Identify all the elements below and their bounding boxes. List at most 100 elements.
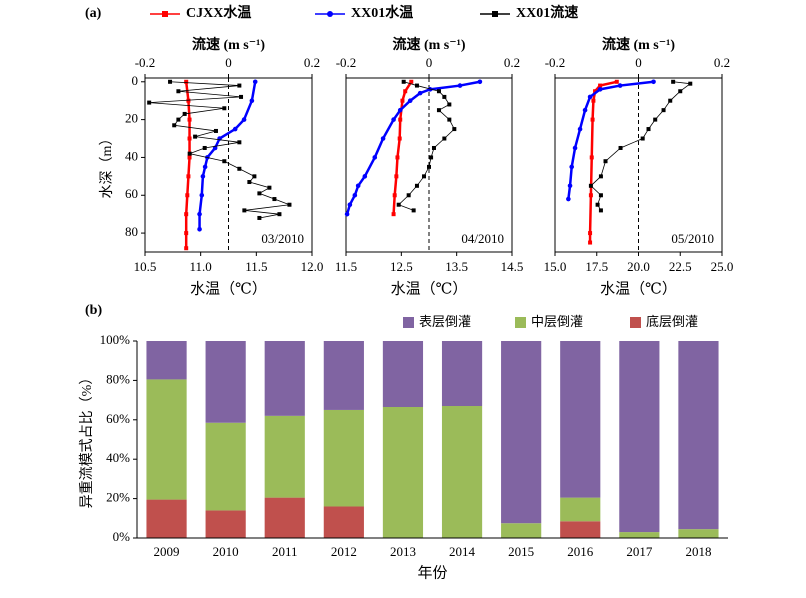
series-line [590,81,692,211]
data-point [395,155,400,160]
data-point [394,174,399,179]
data-point [252,174,257,179]
data-point [184,231,189,236]
bar-segment [146,379,187,500]
data-point [398,117,403,122]
data-point [401,79,406,84]
data-point [184,246,189,251]
data-point [186,174,191,179]
data-point [588,183,593,188]
legend-label: CJXX水温 [186,4,251,21]
x-tick-label: 11.5 [335,259,357,274]
data-point [640,136,645,141]
legend-swatch [403,317,414,328]
data-point [187,136,192,141]
data-point [257,191,262,196]
data-point [595,202,600,207]
data-point [452,127,457,132]
data-point [569,164,574,170]
panel-label: (a) [85,6,102,21]
legend-swatch [630,317,641,328]
data-point [651,79,656,85]
data-point [249,98,255,103]
x2-tick-label: 0 [426,55,433,70]
data-point [589,155,594,160]
y-tick-label: 0 [132,73,139,88]
data-point [577,126,583,132]
bar-segment [560,497,601,522]
data-point [267,185,272,190]
data-point [572,145,578,151]
data-point [287,202,292,207]
data-point [202,164,208,170]
x2-tick-label: 0 [635,55,642,70]
data-point [202,145,207,150]
data-point [653,117,658,122]
data-point [182,111,187,116]
data-point [241,117,247,122]
data-point [598,83,603,88]
annotation: 04/2010 [461,231,504,246]
y-axis-label: 异重流模式占比（%） [79,371,95,509]
bar-segment [441,406,483,538]
bar-segment [323,506,364,538]
x-axis-label: 年份 [417,564,447,581]
data-point [411,208,416,213]
x2-tick-label: 0.2 [714,55,730,70]
data-point [176,89,181,94]
data-point [222,106,227,111]
data-point [147,100,152,105]
x2-tick-label: -0.2 [545,55,566,70]
data-point [566,196,571,202]
series-line [567,80,654,200]
data-point [222,159,227,164]
data-point [186,98,191,103]
data-point [237,140,242,145]
x-tick-label: 2016 [567,544,594,559]
data-point [588,240,593,245]
data-point [187,151,192,156]
x-tick-label: 13.5 [445,259,468,274]
data-point [403,89,408,94]
x-tick-label: 22.5 [669,259,692,274]
x-tick-label: 2014 [449,544,476,559]
data-point [587,94,593,100]
data-point [184,79,189,84]
legend-marker [162,11,168,17]
x-tick-label: 11.5 [245,259,267,274]
series-line [345,80,481,215]
data-point [646,127,651,132]
bar-segment [264,497,305,538]
data-point [588,193,593,198]
bar-segment [678,529,719,538]
data-point [193,134,198,139]
data-point [232,126,238,132]
bar-segment [146,499,187,538]
series-line [149,81,290,219]
panel-label: (b) [85,303,102,318]
data-point [678,89,683,94]
bar-segment [678,341,719,530]
x-tick-label: 17.5 [585,259,608,274]
x-tick-label: 12.0 [301,259,324,274]
bar-segment [619,532,660,538]
x-tick-label: 2009 [154,544,180,559]
x2-tick-label: -0.2 [336,55,357,70]
data-point [598,208,603,213]
x-tick-label: 12.5 [390,259,413,274]
data-point [671,79,676,84]
data-point [380,136,386,141]
y-tick-label: 60 [125,186,138,201]
y-tick-label: 60% [106,411,130,426]
data-point [567,183,573,189]
data-point [598,174,603,179]
bar-segment [205,510,246,538]
data-point [391,212,396,217]
x2-tick-label: 0.2 [504,55,520,70]
x-tick-label: 2015 [508,544,534,559]
x2-tick-label: 0.2 [304,55,320,70]
data-point [400,98,405,103]
data-point [618,145,623,150]
data-point [429,155,434,160]
